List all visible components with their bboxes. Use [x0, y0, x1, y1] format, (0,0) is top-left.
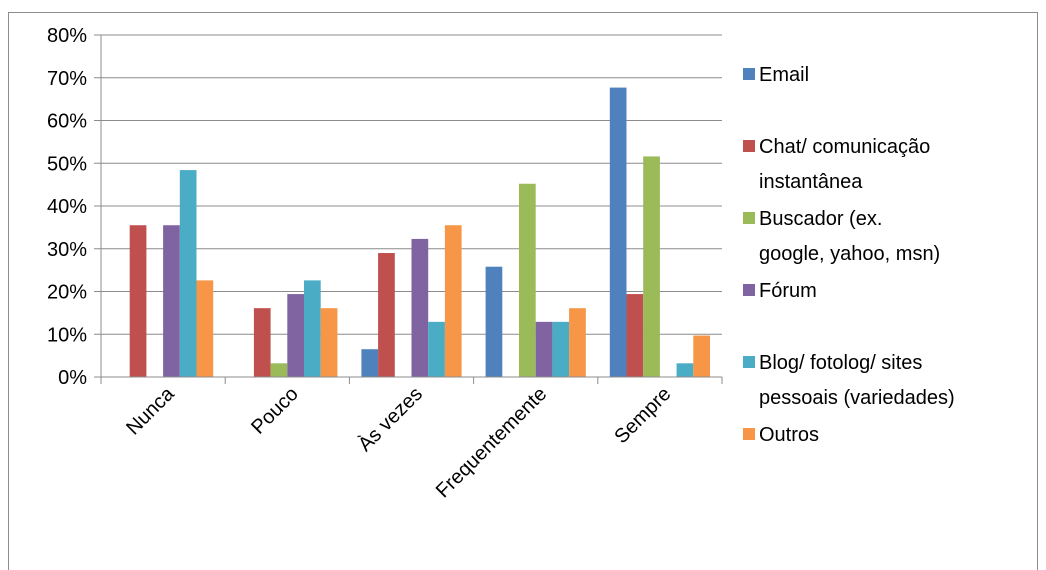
legend-label: google, yahoo, msn): [759, 243, 940, 265]
bar: [552, 321, 570, 377]
legend-label: Buscador (ex.: [759, 208, 882, 230]
bar: [129, 225, 147, 377]
legend-label: Chat/ comunicação: [759, 136, 930, 158]
bar: [270, 363, 288, 377]
legend-swatch: [743, 68, 755, 80]
bar: [609, 87, 627, 378]
bar: [428, 321, 445, 377]
bar: [378, 253, 395, 377]
bar: [643, 156, 660, 377]
x-category-label: Frequentemente: [432, 383, 551, 502]
legend-label: instantânea: [759, 171, 863, 193]
legend-swatch: [743, 428, 755, 440]
bar: [693, 335, 710, 377]
x-category-label: Pouco: [247, 383, 303, 439]
legend-label: Email: [759, 64, 809, 86]
legend-swatch: [743, 356, 755, 368]
bar: [444, 225, 462, 377]
bar: [411, 238, 429, 377]
bar: [569, 308, 586, 377]
legend-label: Fórum: [759, 280, 817, 302]
y-tick-label: 40%: [47, 196, 87, 218]
y-tick-label: 50%: [47, 153, 87, 175]
chart-area-border: [8, 12, 1038, 570]
bar: [287, 294, 304, 377]
y-tick-label: 30%: [47, 239, 87, 261]
legend-swatch: [743, 284, 755, 296]
bar: [361, 349, 379, 377]
bar: [179, 170, 197, 377]
legend-label: Outros: [759, 424, 819, 446]
bar: [253, 308, 271, 377]
bar: [320, 308, 338, 377]
y-tick-label: 80%: [47, 25, 87, 47]
y-tick-label: 0%: [58, 367, 87, 389]
bar: [519, 183, 536, 377]
bar: [196, 280, 214, 377]
y-tick-label: 60%: [47, 111, 87, 133]
legend-label: Blog/ fotolog/ sites: [759, 352, 922, 374]
x-category-label: Às vezes: [353, 382, 427, 456]
y-tick-label: 20%: [47, 282, 87, 304]
bar: [676, 363, 694, 377]
bar: [626, 294, 644, 377]
bar: [163, 225, 180, 377]
x-category-label: Sempre: [610, 383, 675, 448]
bar: [304, 280, 321, 377]
bar: [535, 321, 553, 377]
y-tick-label: 10%: [47, 324, 87, 346]
x-category-label: Nunca: [122, 382, 179, 439]
y-tick-label: 70%: [47, 68, 87, 90]
legend-swatch: [743, 140, 755, 152]
legend-label: pessoais (variedades): [759, 387, 955, 409]
legend-swatch: [743, 212, 755, 224]
bar: [485, 266, 503, 377]
